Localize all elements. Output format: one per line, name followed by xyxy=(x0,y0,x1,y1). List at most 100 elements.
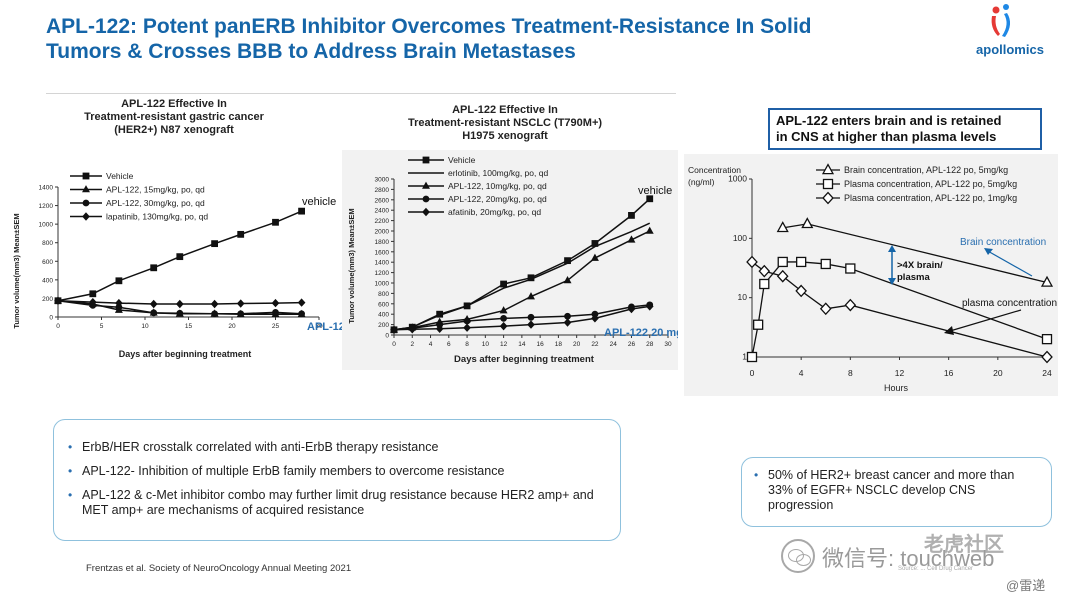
series-line xyxy=(393,198,651,331)
data-point xyxy=(210,299,219,309)
data-point xyxy=(590,253,599,261)
x-tick-label: 2 xyxy=(410,341,414,348)
data-point xyxy=(175,299,184,309)
series-line xyxy=(393,222,651,331)
data-point xyxy=(795,284,807,298)
x-tick-label: 26 xyxy=(628,341,636,348)
ratio-arrow-head-up xyxy=(888,245,896,252)
logo-text: apollomics xyxy=(976,42,1044,57)
data-point xyxy=(776,269,789,283)
callout-line-2: in CNS at higher than plasma levels xyxy=(776,129,997,144)
x-tick-label: 4 xyxy=(429,341,433,348)
y-tick-label: 600 xyxy=(42,259,53,266)
y-tick-label: 1000 xyxy=(375,281,390,288)
chart2-apl122-annotation: APL-122 20 mg/kg xyxy=(604,327,678,339)
bullet-item: 50% of HER2+ breast cancer and more than… xyxy=(750,468,1041,513)
legend-marker xyxy=(422,156,430,164)
data-point xyxy=(646,195,654,203)
legend-marker xyxy=(422,181,430,189)
cns-bullet-list: 50% of HER2+ breast cancer and more than… xyxy=(750,468,1041,513)
chart1-title: APL-122 Effective In Treatment-resistant… xyxy=(14,98,334,137)
chart3-ylabel-line2: (ng/ml) xyxy=(688,177,715,187)
x-tick-label: 22 xyxy=(591,341,599,348)
data-point xyxy=(298,207,306,215)
series-3 xyxy=(54,296,306,309)
data-point xyxy=(759,278,770,290)
data-point xyxy=(211,310,219,318)
chart2-title-line: H1975 xenograft xyxy=(462,130,548,142)
data-point xyxy=(845,263,856,274)
data-point xyxy=(272,308,279,316)
data-point xyxy=(627,304,636,314)
header-divider xyxy=(46,93,676,94)
legend-item: APL-122, 15mg/kg, po, qd xyxy=(70,185,205,195)
data-point xyxy=(115,277,123,285)
legend-item: Vehicle xyxy=(70,171,134,181)
data-point xyxy=(435,324,444,333)
series-1 xyxy=(746,256,1053,363)
legend-item: APL-122, 20mg/kg, po, qd xyxy=(408,194,547,204)
legend-item: Vehicle xyxy=(408,155,476,165)
data-point xyxy=(752,319,764,330)
y-tick-label: 200 xyxy=(42,296,53,303)
x-tick-label: 5 xyxy=(100,323,104,330)
x-tick-label: 10 xyxy=(482,341,490,348)
gastric-xenograft-chart: 0 5 10 15 20 25 30 0 200 400 600 800 1000 1200 1400 Veh… xyxy=(12,171,345,359)
chart2-vehicle-annotation: vehicle xyxy=(638,185,672,197)
y-tick-label: 100 xyxy=(733,233,747,243)
legend-label: Plasma concentration, APL-122 po, 1mg/kg xyxy=(844,193,1017,203)
bullet-item: APL-122- Inhibition of multiple ErbB fam… xyxy=(64,464,608,479)
data-point xyxy=(390,325,398,334)
chart3-ylabel-line1: Concentration xyxy=(688,165,741,175)
annotation-pointers xyxy=(944,248,1033,335)
y-tick-label: 0 xyxy=(385,333,389,340)
legend-item: lapatinib, 130mg/kg, po, qd xyxy=(70,212,208,222)
data-point xyxy=(758,264,771,278)
data-point xyxy=(176,253,184,261)
data-point xyxy=(237,230,245,238)
data-point xyxy=(500,314,508,322)
data-point xyxy=(88,297,97,307)
x-tick-label: 20 xyxy=(993,368,1003,378)
chart2-title: APL-122 Effective In Treatment-resistant… xyxy=(370,104,640,143)
series-line xyxy=(393,230,651,331)
chart1-apl122-annotation: APL-122 xyxy=(307,321,345,333)
data-point xyxy=(628,212,635,219)
plasma-concentration-annotation: plasma concentration xyxy=(962,298,1057,309)
y-tick-label: 1 xyxy=(742,352,747,362)
logo-mark-icon xyxy=(991,4,1011,37)
legend-marker xyxy=(82,172,90,180)
x-tick-label: 12 xyxy=(500,341,508,348)
legend-label: Vehicle xyxy=(106,171,134,181)
y-tick-label: 1000 xyxy=(39,222,54,229)
nsclc-xenograft-chart: 0 2 4 6 8 10 12 14 16 18 20 22 24 26 28 300200400600800… xyxy=(347,155,678,365)
y-tick-label: 1400 xyxy=(375,260,390,267)
brain-retention-callout: APL-122 enters brain and is retained in … xyxy=(768,108,1042,150)
data-point xyxy=(463,317,471,325)
brain-concentration-annotation: Brain concentration xyxy=(960,237,1046,248)
x-tick-label: 28 xyxy=(646,341,654,348)
data-point xyxy=(176,309,184,317)
data-point xyxy=(271,298,280,308)
x-tick-label: 8 xyxy=(848,368,853,378)
data-point xyxy=(236,299,245,308)
data-point xyxy=(297,298,306,307)
data-point xyxy=(627,235,636,243)
data-point xyxy=(1040,275,1054,287)
watermark-wechat-id: 微信号: touchweb xyxy=(822,546,995,571)
x-tick-label: 4 xyxy=(799,368,804,378)
watermark-handle: @雷递 xyxy=(1006,578,1046,593)
data-point xyxy=(115,298,123,308)
legend-item: APL-122, 30mg/kg, po, qd xyxy=(70,198,205,208)
legend-label: lapatinib, 130mg/kg, po, qd xyxy=(106,212,208,222)
data-point xyxy=(211,240,219,248)
legend-item: Plasma concentration, APL-122 po, 5mg/kg xyxy=(816,178,1017,190)
series-0 xyxy=(776,217,1054,287)
x-tick-label: 30 xyxy=(664,341,672,348)
y-tick-label: 1800 xyxy=(375,239,390,246)
legend-label: afatinib, 20mg/kg, po, qd xyxy=(448,207,541,217)
bullet-item: ErbB/HER crosstalk correlated with anti-… xyxy=(64,440,608,455)
data-point xyxy=(149,299,158,309)
brain-pointer-head xyxy=(984,248,993,255)
legend-item: afatinib, 20mg/kg, po, qd xyxy=(408,207,541,217)
